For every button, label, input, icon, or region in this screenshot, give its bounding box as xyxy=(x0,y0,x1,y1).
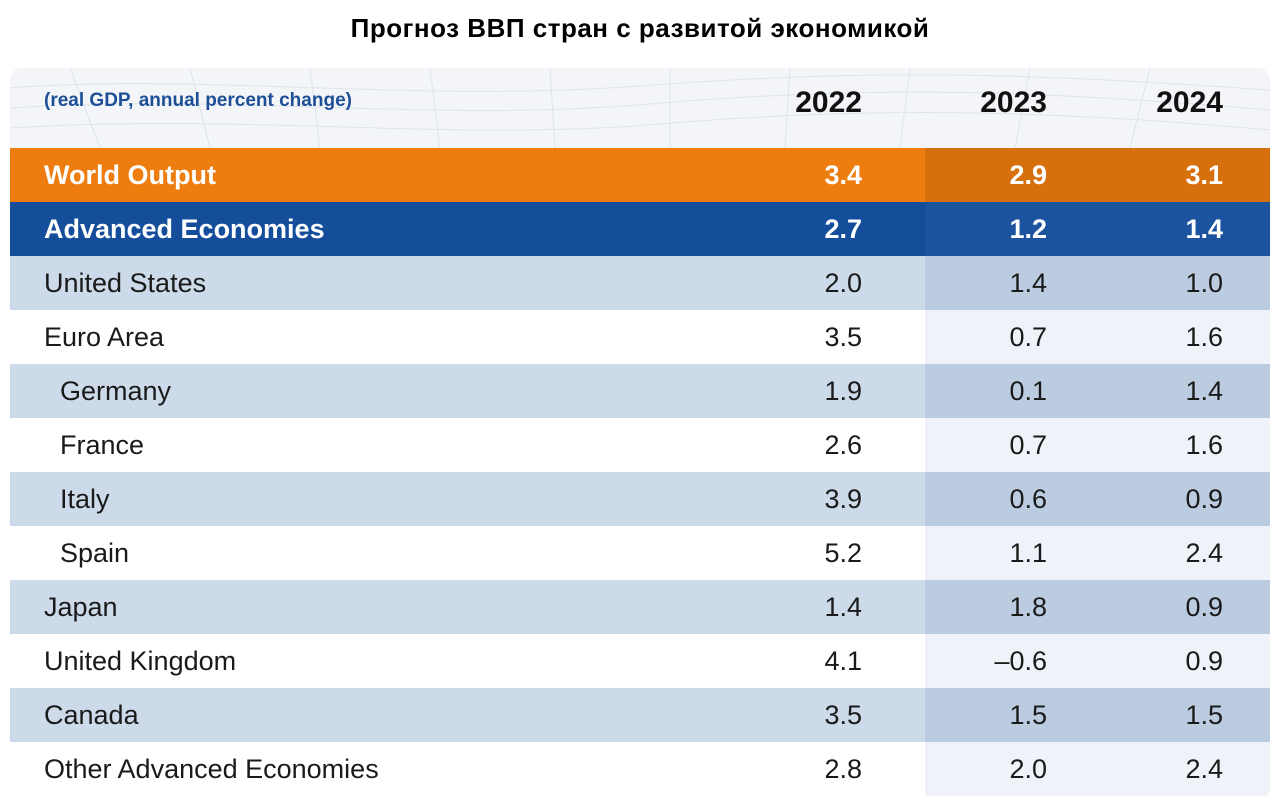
value-cell-2023: 2.0 xyxy=(1009,754,1047,784)
column-header-2023: 2023 xyxy=(980,86,1047,119)
table-row: Spain 5.2 1.1 2.4 xyxy=(10,526,1270,580)
value-cell-2024: 1.5 xyxy=(1185,700,1223,730)
row-label: Spain xyxy=(60,538,130,568)
row-label: Canada xyxy=(44,700,139,730)
value-cell-2022: 3.9 xyxy=(824,484,862,514)
value-cell-2024: 0.9 xyxy=(1185,646,1223,676)
value-cell-2023: 1.4 xyxy=(1009,268,1047,298)
row-label: Euro Area xyxy=(44,322,165,352)
row-label: Germany xyxy=(60,376,172,406)
value-cell-2022: 2.7 xyxy=(824,214,862,244)
table-row: United Kingdom 4.1 –0.6 0.9 xyxy=(10,634,1270,688)
gdp-forecast-table: (real GDP, annual percent change) 2022 2… xyxy=(10,68,1270,800)
forecast-column-shade xyxy=(925,418,1270,472)
value-cell-2023: 0.6 xyxy=(1009,484,1047,514)
table-row: Germany 1.9 0.1 1.4 xyxy=(10,364,1270,418)
table-header: (real GDP, annual percent change) 2022 2… xyxy=(10,68,1270,148)
value-cell-2024: 1.6 xyxy=(1185,322,1223,352)
page-title: Прогноз ВВП стран с развитой экономикой xyxy=(350,13,930,43)
table-row: Advanced Economies 2.7 1.2 1.4 xyxy=(10,202,1270,256)
forecast-column-shade xyxy=(925,472,1270,526)
table-row: United States 2.0 1.4 1.0 xyxy=(10,256,1270,310)
value-cell-2024: 0.9 xyxy=(1185,484,1223,514)
table-subtitle: (real GDP, annual percent change) xyxy=(44,90,352,111)
value-cell-2022: 3.4 xyxy=(824,160,862,190)
value-cell-2022: 1.4 xyxy=(824,592,862,622)
value-cell-2022: 5.2 xyxy=(824,538,862,568)
forecast-column-shade xyxy=(925,634,1270,688)
value-cell-2022: 1.9 xyxy=(824,376,862,406)
row-label: Japan xyxy=(44,592,118,622)
forecast-column-shade xyxy=(925,364,1270,418)
value-cell-2023: 2.9 xyxy=(1009,160,1047,190)
forecast-column-shade xyxy=(925,256,1270,310)
table-row: France 2.6 0.7 1.6 xyxy=(10,418,1270,472)
value-cell-2024: 2.4 xyxy=(1185,538,1223,568)
value-cell-2023: 1.5 xyxy=(1009,700,1047,730)
row-label: Other Advanced Economies xyxy=(44,754,379,784)
row-label: Italy xyxy=(60,484,110,514)
value-cell-2024: 2.4 xyxy=(1185,754,1223,784)
forecast-column-shade xyxy=(925,580,1270,634)
column-header-2024: 2024 xyxy=(1156,86,1223,119)
value-cell-2023: 0.7 xyxy=(1009,322,1047,352)
value-cell-2023: 0.7 xyxy=(1009,430,1047,460)
forecast-column-shade xyxy=(925,688,1270,742)
table-row: Euro Area 3.5 0.7 1.6 xyxy=(10,310,1270,364)
value-cell-2024: 1.6 xyxy=(1185,430,1223,460)
value-cell-2024: 1.0 xyxy=(1185,268,1223,298)
forecast-column-shade xyxy=(925,742,1270,796)
value-cell-2023: 1.8 xyxy=(1009,592,1047,622)
value-cell-2024: 0.9 xyxy=(1185,592,1223,622)
row-label: France xyxy=(60,430,145,460)
value-cell-2022: 2.8 xyxy=(824,754,862,784)
forecast-column-shade xyxy=(925,310,1270,364)
value-cell-2022: 3.5 xyxy=(824,700,862,730)
row-label: World Output xyxy=(44,160,216,190)
value-cell-2022: 4.1 xyxy=(824,646,862,676)
value-cell-2024: 1.4 xyxy=(1185,214,1223,244)
table-row: Other Advanced Economies 2.8 2.0 2.4 xyxy=(10,742,1270,796)
row-label: United States xyxy=(44,268,207,298)
value-cell-2022: 2.6 xyxy=(824,430,862,460)
row-label: United Kingdom xyxy=(44,646,237,676)
value-cell-2023: 1.2 xyxy=(1009,214,1047,244)
table-row: Canada 3.5 1.5 1.5 xyxy=(10,688,1270,742)
value-cell-2022: 3.5 xyxy=(824,322,862,352)
value-cell-2023: 0.1 xyxy=(1009,376,1047,406)
column-header-2022: 2022 xyxy=(795,86,862,119)
header-mesh-pattern xyxy=(10,68,1270,148)
table-row: Italy 3.9 0.6 0.9 xyxy=(10,472,1270,526)
value-cell-2023: –0.6 xyxy=(994,646,1047,676)
forecast-column-shade xyxy=(925,526,1270,580)
row-label: Advanced Economies xyxy=(44,214,325,244)
value-cell-2024: 3.1 xyxy=(1185,160,1223,190)
forecast-column-shade xyxy=(925,148,1270,202)
table-row: World Output 3.4 2.9 3.1 xyxy=(10,148,1270,202)
value-cell-2023: 1.1 xyxy=(1009,538,1047,568)
value-cell-2024: 1.4 xyxy=(1185,376,1223,406)
table-row: Japan 1.4 1.8 0.9 xyxy=(10,580,1270,634)
value-cell-2022: 2.0 xyxy=(824,268,862,298)
